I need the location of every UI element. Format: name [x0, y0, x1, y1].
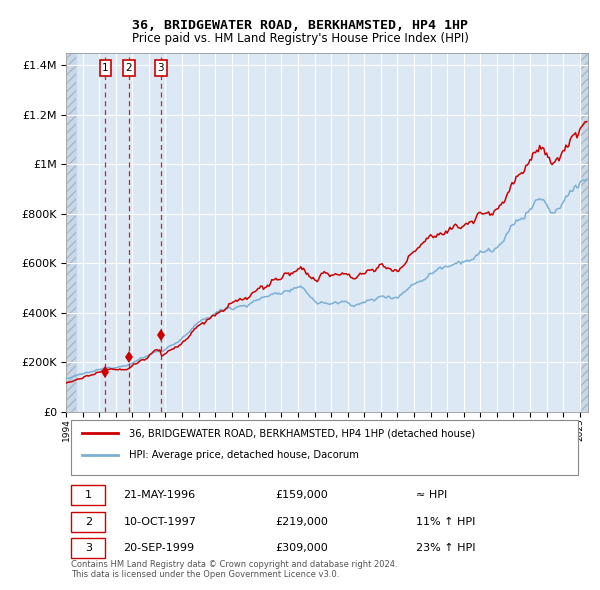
Text: 36, BRIDGEWATER ROAD, BERKHAMSTED, HP4 1HP: 36, BRIDGEWATER ROAD, BERKHAMSTED, HP4 1…: [132, 19, 468, 32]
Text: 23% ↑ HPI: 23% ↑ HPI: [416, 543, 475, 553]
Text: 2: 2: [85, 516, 92, 526]
Text: 10-OCT-1997: 10-OCT-1997: [124, 516, 196, 526]
Bar: [66, 53, 76, 411]
Text: 2: 2: [125, 63, 132, 73]
Bar: [66, 53, 76, 411]
Text: Contains HM Land Registry data © Crown copyright and database right 2024.: Contains HM Land Registry data © Crown c…: [71, 559, 398, 569]
Text: 1: 1: [102, 63, 109, 73]
Text: This data is licensed under the Open Government Licence v3.0.: This data is licensed under the Open Gov…: [71, 569, 340, 579]
FancyBboxPatch shape: [71, 485, 105, 505]
FancyBboxPatch shape: [71, 538, 105, 558]
Text: £309,000: £309,000: [275, 543, 328, 553]
Text: 21-MAY-1996: 21-MAY-1996: [124, 490, 196, 500]
Text: HPI: Average price, detached house, Dacorum: HPI: Average price, detached house, Daco…: [128, 450, 359, 460]
Text: 11% ↑ HPI: 11% ↑ HPI: [416, 516, 475, 526]
Text: 3: 3: [157, 63, 164, 73]
Text: £159,000: £159,000: [275, 490, 328, 500]
Bar: [580, 53, 588, 411]
Text: ≈ HPI: ≈ HPI: [416, 490, 447, 500]
Text: 1: 1: [85, 490, 92, 500]
FancyBboxPatch shape: [71, 420, 578, 475]
Text: 3: 3: [85, 543, 92, 553]
FancyBboxPatch shape: [71, 512, 105, 532]
Text: 20-SEP-1999: 20-SEP-1999: [124, 543, 194, 553]
Bar: [580, 53, 588, 411]
Text: Price paid vs. HM Land Registry's House Price Index (HPI): Price paid vs. HM Land Registry's House …: [131, 32, 469, 45]
Text: £219,000: £219,000: [275, 516, 328, 526]
Text: 36, BRIDGEWATER ROAD, BERKHAMSTED, HP4 1HP (detached house): 36, BRIDGEWATER ROAD, BERKHAMSTED, HP4 1…: [128, 428, 475, 438]
